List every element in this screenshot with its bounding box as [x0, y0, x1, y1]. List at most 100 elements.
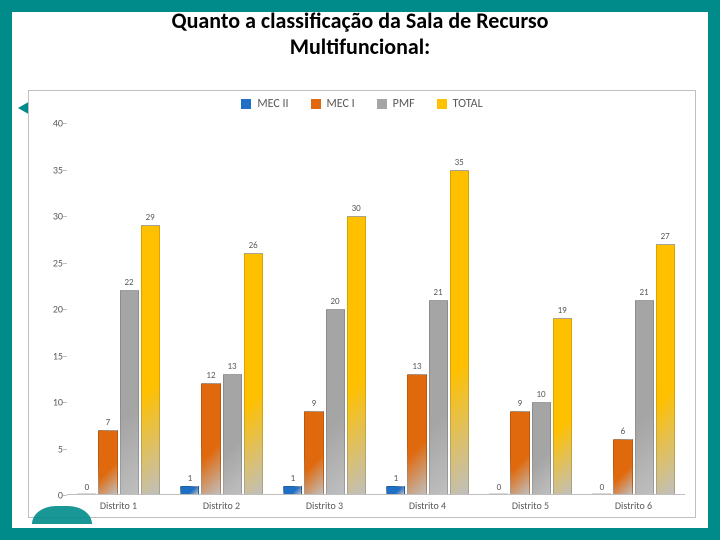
bar: 30 [347, 123, 366, 495]
bar: 1 [386, 123, 405, 495]
bar: 21 [635, 123, 654, 495]
bar-cluster: 06 21 27 [592, 123, 674, 495]
legend-item: MEC II [241, 97, 288, 111]
bar-value-label: 30 [352, 203, 361, 214]
bar-group: 1 12 13 26 [170, 123, 273, 495]
bar-value-label: 7 [106, 417, 111, 428]
bar: 7 [98, 123, 117, 495]
bar: 6 [613, 123, 632, 495]
bar-value-label: 0 [497, 482, 502, 493]
bar-value-label: 1 [188, 473, 193, 484]
legend-item: PMF [377, 97, 415, 111]
x-tick-label: Distrito 3 [273, 495, 376, 517]
bar: 27 [656, 123, 675, 495]
bar-cluster: 072229 [77, 123, 159, 495]
bar-cluster: 0 9 10 19 [489, 123, 571, 495]
bar: 0 [592, 123, 611, 495]
bar-rect [553, 318, 572, 495]
bar-rect [304, 411, 323, 495]
legend-swatch [377, 99, 387, 109]
bar: 12 [201, 123, 220, 495]
bar-value-label: 9 [518, 398, 523, 409]
bar-rect [532, 402, 551, 495]
bar-value-label: 29 [146, 212, 155, 223]
y-tick-label: 20 [33, 303, 63, 316]
y-tick-label: 10 [33, 396, 63, 409]
bar-group: 072229 [67, 123, 170, 495]
x-tick-label: Distrito 2 [170, 495, 273, 517]
x-tick-label: Distrito 6 [582, 495, 685, 517]
bar-value-label: 35 [455, 157, 464, 168]
chart-container: MEC IIMEC IPMFTOTAL 0510152025303540 072… [28, 90, 696, 518]
chart-title-line2: Multifuncional: [290, 33, 430, 60]
bar-value-label: 13 [412, 361, 421, 372]
x-tick-label: Distrito 4 [376, 495, 479, 517]
bar: 10 [532, 123, 551, 495]
y-tick-label: 25 [33, 256, 63, 269]
legend-swatch [311, 99, 321, 109]
bar-value-label: 21 [434, 287, 443, 298]
bar-rect [429, 300, 448, 495]
bar-rect [450, 170, 469, 496]
bar: 21 [429, 123, 448, 495]
y-tick-label: 0 [33, 489, 63, 502]
bar-rect [326, 309, 345, 495]
legend-swatch [241, 99, 251, 109]
y-axis: 0510152025303540 [29, 123, 67, 495]
bar-cluster: 1 12 13 26 [180, 123, 262, 495]
bar-rect [347, 216, 366, 495]
bar-value-label: 12 [206, 370, 215, 381]
bar-value-label: 13 [228, 361, 237, 372]
bar-value-label: 19 [558, 305, 567, 316]
bar-value-label: 9 [312, 398, 317, 409]
bar-rect [120, 290, 139, 495]
bar-value-label: 21 [640, 287, 649, 298]
y-tick-label: 5 [33, 442, 63, 455]
x-tick-label: Distrito 5 [479, 495, 582, 517]
bar: 19 [553, 123, 572, 495]
bar-value-label: 1 [291, 473, 296, 484]
bar: 22 [120, 123, 139, 495]
bar-rect [407, 374, 426, 495]
x-axis: Distrito 1Distrito 2Distrito 3Distrito 4… [67, 495, 685, 517]
legend-label: PMF [393, 97, 415, 111]
bar-rect [510, 411, 529, 495]
y-tick-label: 40 [33, 117, 63, 130]
bar: 1 [283, 123, 302, 495]
bar-rect [98, 430, 117, 495]
chart-title: Quanto a classificação da Sala de Recurs… [60, 8, 660, 61]
bar-value-label: 20 [331, 296, 340, 307]
plot-area: 07222911213261920301132135091019062127 [67, 123, 685, 495]
slide-frame: Quanto a classificação da Sala de Recurs… [0, 0, 720, 540]
bar-rect [141, 225, 160, 495]
bar-group: 1 13 21 35 [376, 123, 479, 495]
legend-swatch [437, 99, 447, 109]
y-tick-label: 35 [33, 163, 63, 176]
bar-group: 06 21 27 [582, 123, 685, 495]
bar-groups: 07222911213261920301132135091019062127 [67, 123, 685, 495]
bar-rect [613, 439, 632, 495]
y-tick-label: 15 [33, 349, 63, 362]
bar: 26 [244, 123, 263, 495]
legend-item: TOTAL [437, 97, 483, 111]
legend-label: MEC I [327, 97, 355, 111]
bar: 9 [510, 123, 529, 495]
bar: 20 [326, 123, 345, 495]
bar-cluster: 1 13 21 35 [386, 123, 468, 495]
bar-value-label: 0 [600, 482, 605, 493]
bar-rect [201, 383, 220, 495]
y-tick-label: 30 [33, 210, 63, 223]
bar-rect [223, 374, 242, 495]
bar: 29 [141, 123, 160, 495]
chart-legend: MEC II MEC I PMF TOTAL [29, 97, 695, 111]
bar: 13 [407, 123, 426, 495]
bar-cluster: 1 9 20 30 [283, 123, 365, 495]
bar-group: 1 9 20 30 [273, 123, 376, 495]
bar: 0 [489, 123, 508, 495]
bar: 9 [304, 123, 323, 495]
bar-rect [244, 253, 263, 495]
chart-title-line1: Quanto a classificação da Sala de Recurs… [172, 7, 549, 34]
bar-value-label: 1 [394, 473, 399, 484]
bar: 35 [450, 123, 469, 495]
bar-group: 0 9 10 19 [479, 123, 582, 495]
